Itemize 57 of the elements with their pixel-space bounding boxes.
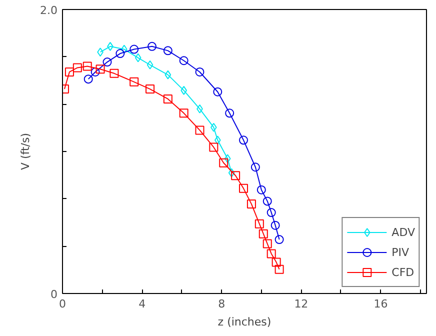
y-axis-title: V (ft/s) — [19, 132, 32, 170]
point — [228, 168, 235, 178]
point — [266, 208, 276, 218]
point — [270, 220, 280, 230]
x-tick-label: 16 — [374, 298, 388, 310]
point — [164, 70, 172, 80]
point — [179, 56, 188, 66]
point — [209, 142, 218, 152]
point — [179, 108, 188, 118]
point — [195, 67, 204, 76]
x-tick-label: 12 — [294, 298, 308, 310]
x-tick-label: 0 — [59, 298, 66, 310]
legend-label: CFD — [392, 266, 414, 278]
point — [250, 162, 260, 172]
x-tick-label: 4 — [138, 298, 146, 310]
point — [266, 249, 276, 258]
point — [130, 77, 139, 86]
point — [110, 68, 119, 78]
point — [102, 58, 112, 67]
point — [272, 258, 281, 267]
point — [146, 60, 154, 70]
point — [225, 108, 234, 118]
point — [116, 49, 125, 58]
point — [82, 62, 92, 71]
point — [258, 229, 268, 238]
point — [213, 87, 222, 96]
point — [256, 185, 266, 194]
point — [224, 154, 231, 164]
point — [219, 158, 228, 168]
point — [120, 44, 128, 54]
point — [239, 184, 248, 193]
point — [262, 239, 272, 248]
point — [64, 67, 74, 76]
legend-label: PIV — [392, 246, 410, 258]
point — [84, 74, 93, 84]
point — [72, 63, 82, 72]
point — [254, 219, 264, 228]
legend-label: ADV — [392, 226, 415, 238]
x-tick-label: 8 — [218, 298, 226, 310]
point — [214, 136, 221, 145]
point — [274, 264, 284, 274]
x-axis-title: z (inches) — [218, 316, 272, 328]
point — [148, 42, 157, 51]
point — [195, 126, 204, 135]
point — [163, 46, 172, 56]
point — [274, 235, 284, 244]
point — [146, 84, 155, 94]
point — [231, 171, 240, 180]
point — [130, 44, 139, 54]
point — [134, 53, 142, 62]
point — [239, 136, 248, 145]
point — [262, 196, 272, 206]
point — [163, 94, 172, 104]
point — [246, 200, 256, 209]
point — [96, 64, 105, 74]
y-tick-label: 2.0 — [40, 4, 58, 17]
point — [90, 67, 100, 76]
